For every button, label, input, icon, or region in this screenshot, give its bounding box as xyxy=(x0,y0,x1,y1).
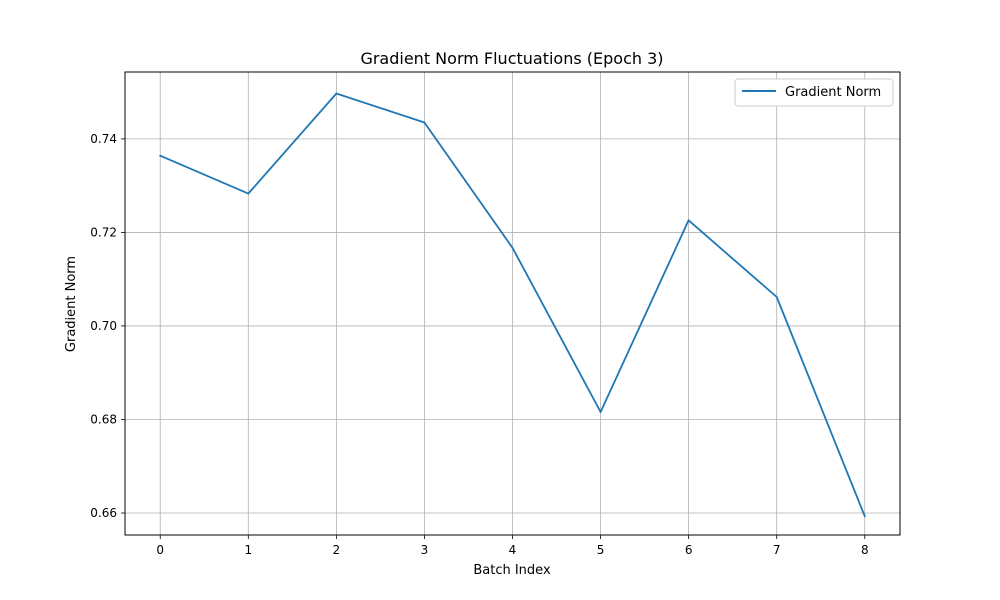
data-point xyxy=(511,246,514,249)
x-tick-label: 4 xyxy=(509,543,517,557)
y-tick-label: 0.70 xyxy=(90,319,117,333)
y-tick-label: 0.66 xyxy=(90,506,117,520)
x-tick-label: 0 xyxy=(156,543,164,557)
data-point xyxy=(863,515,866,518)
y-axis-label: Gradient Norm xyxy=(64,256,79,352)
x-tick-label: 7 xyxy=(773,543,781,557)
x-tick-label: 8 xyxy=(861,543,869,557)
ticks: 0 1 2 3 4 5 6 7 8 0.66 0.68 0.70 0.72 0.74 xyxy=(90,132,868,557)
series-layer xyxy=(159,92,866,518)
x-tick-label: 3 xyxy=(421,543,429,557)
x-tick-label: 6 xyxy=(685,543,693,557)
chart-title: Gradient Norm Fluctuations (Epoch 3) xyxy=(360,49,663,68)
legend-label: Gradient Norm xyxy=(785,85,881,100)
x-axis-label: Batch Index xyxy=(473,563,551,578)
data-point xyxy=(687,219,690,222)
data-point xyxy=(247,192,250,195)
data-point xyxy=(775,296,778,298)
x-tick-label: 1 xyxy=(244,543,252,557)
data-point xyxy=(423,121,426,124)
data-point xyxy=(335,92,338,95)
data-point xyxy=(599,411,602,413)
grid xyxy=(125,72,900,535)
x-tick-label: 5 xyxy=(597,543,605,557)
y-tick-label: 0.72 xyxy=(90,225,117,239)
y-tick-label: 0.74 xyxy=(90,132,117,146)
x-tick-label: 2 xyxy=(333,543,341,557)
y-tick-label: 0.68 xyxy=(90,412,117,426)
data-point xyxy=(159,154,162,157)
legend-box xyxy=(734,78,894,107)
legend: Gradient Norm xyxy=(734,78,894,107)
